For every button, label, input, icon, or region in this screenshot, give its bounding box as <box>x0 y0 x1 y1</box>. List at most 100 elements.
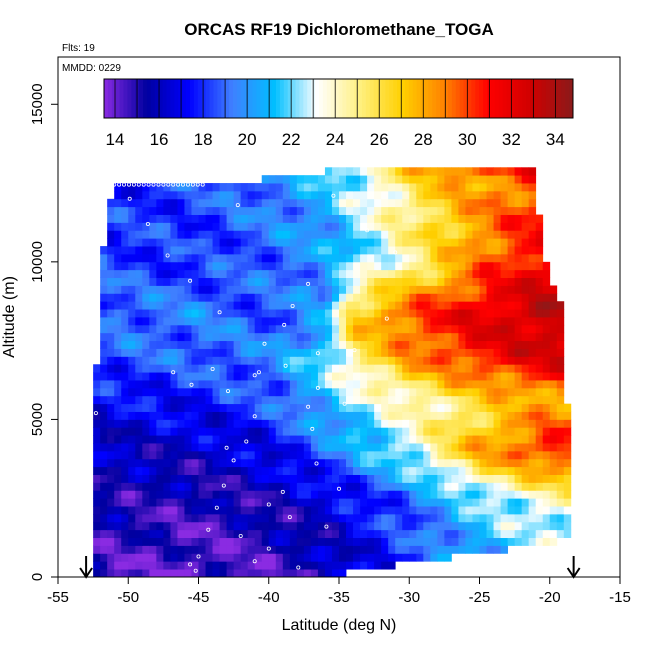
heatmap-cell <box>156 285 164 294</box>
heatmap-cell <box>240 537 249 546</box>
heatmap-cell <box>163 553 171 562</box>
heatmap-cell <box>395 466 403 475</box>
heatmap-cell <box>472 395 480 405</box>
heatmap-cell <box>142 206 150 215</box>
sample-point <box>290 303 295 308</box>
heatmap-cell <box>346 450 354 460</box>
heatmap-cell <box>381 506 389 515</box>
colorbar-segment <box>541 79 547 118</box>
heatmap-cell <box>191 450 199 460</box>
heatmap-cell <box>198 521 206 531</box>
heatmap-cell <box>367 293 375 302</box>
heatmap-cell <box>542 285 551 294</box>
heatmap-cell <box>388 356 396 365</box>
heatmap-cell <box>409 419 417 428</box>
heatmap-cell <box>430 435 438 444</box>
heatmap-cell <box>514 450 523 460</box>
heatmap-cell <box>296 309 305 318</box>
heatmap-cell <box>93 529 101 539</box>
heatmap-cell <box>353 214 361 223</box>
heatmap-cell <box>275 238 284 247</box>
heatmap-cell <box>486 356 494 365</box>
heatmap-cell <box>458 372 466 381</box>
heatmap-cell <box>254 537 263 546</box>
heatmap-cell <box>353 175 361 184</box>
heatmap-cell <box>93 561 101 570</box>
heatmap-cell <box>486 198 494 208</box>
heatmap-cell <box>458 238 466 247</box>
heatmap-cell <box>339 387 347 397</box>
heatmap-cell <box>289 175 298 184</box>
heatmap-cell <box>521 183 530 192</box>
heatmap-cell <box>275 317 284 326</box>
heatmap-cell <box>261 411 270 420</box>
heatmap-cell <box>479 513 487 523</box>
heatmap-cell <box>247 356 256 365</box>
heatmap-cell <box>409 175 417 184</box>
heatmap-cell <box>521 482 530 491</box>
heatmap-cell <box>254 356 263 365</box>
heatmap-cell <box>296 206 305 215</box>
heatmap-cell <box>233 411 242 420</box>
heatmap-cell <box>240 506 249 515</box>
heatmap-cell <box>514 427 523 436</box>
heatmap-cell <box>437 482 445 491</box>
heatmap-cell <box>430 458 438 468</box>
heatmap-cell <box>507 356 516 365</box>
sample-point <box>200 182 205 187</box>
heatmap-cell <box>360 411 368 420</box>
heatmap-cell <box>135 553 143 562</box>
heatmap-cell <box>247 458 256 468</box>
heatmap-cell <box>507 324 516 334</box>
heatmap-cell <box>324 285 333 294</box>
heatmap-cell <box>331 175 340 184</box>
heatmap-cell <box>184 395 192 405</box>
heatmap-cell <box>346 246 354 255</box>
heatmap-cell <box>430 293 438 302</box>
heatmap-cell <box>177 285 185 294</box>
heatmap-cell <box>233 222 242 231</box>
heatmap-cell <box>507 261 516 271</box>
heatmap-cell <box>254 553 263 562</box>
colorbar-segment <box>330 79 336 118</box>
heatmap-cell <box>395 537 403 546</box>
heatmap-cell <box>360 561 368 570</box>
heatmap-cell <box>247 277 256 286</box>
heatmap-cell <box>507 395 516 405</box>
heatmap-cell <box>479 167 487 176</box>
heatmap-cell <box>261 317 270 326</box>
heatmap-cell <box>535 309 544 318</box>
heatmap-cell <box>275 301 284 310</box>
heatmap-cell <box>360 301 368 310</box>
heatmap-cell <box>268 498 277 507</box>
heatmap-cell <box>486 253 494 263</box>
heatmap-cell <box>156 261 164 271</box>
heatmap-cell <box>514 214 523 223</box>
heatmap-cell <box>556 450 565 460</box>
heatmap-cell <box>402 183 410 192</box>
heatmap-cell <box>500 253 508 263</box>
heatmap-cell <box>107 387 115 397</box>
heatmap-cell <box>261 324 270 334</box>
heatmap-cell <box>191 253 199 263</box>
heatmap-cell <box>268 238 277 247</box>
heatmap-cell <box>465 167 473 176</box>
heatmap-cell <box>107 238 115 247</box>
heatmap-cell <box>507 246 516 255</box>
heatmap-cell <box>458 537 466 546</box>
heatmap-cell <box>114 190 122 200</box>
heatmap-cell <box>219 443 227 452</box>
heatmap-cell <box>149 561 157 570</box>
heatmap-cell <box>353 238 361 247</box>
heatmap-cell <box>451 238 459 247</box>
heatmap-cell <box>507 372 516 381</box>
heatmap-cell <box>296 332 305 342</box>
heatmap-cell <box>395 198 403 208</box>
heatmap-cell <box>507 317 516 326</box>
heatmap-cell <box>212 513 220 523</box>
heatmap-cell <box>170 317 178 326</box>
heatmap-cell <box>360 450 368 460</box>
colorbar-segment <box>240 79 246 118</box>
heatmap-cell <box>486 269 494 279</box>
heatmap-cell <box>458 458 466 468</box>
